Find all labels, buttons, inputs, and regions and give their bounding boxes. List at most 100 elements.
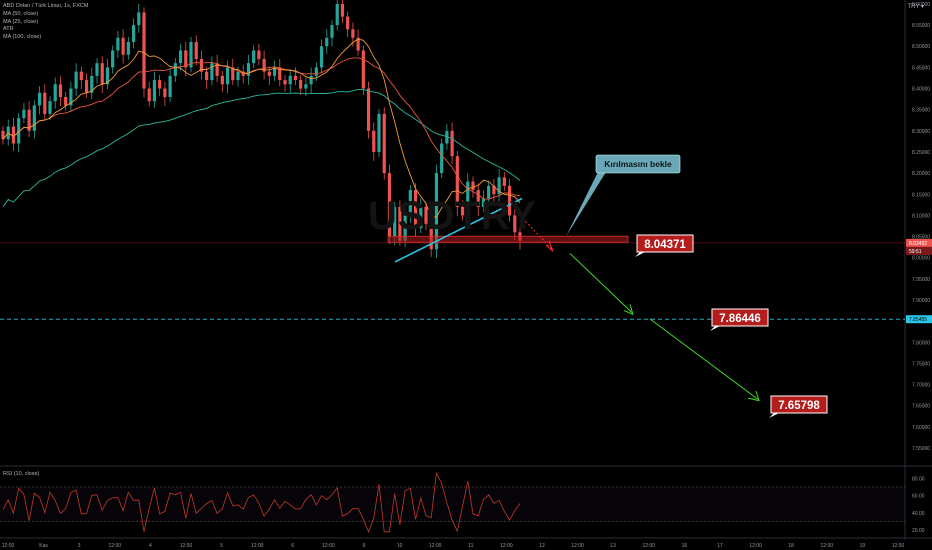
currency-selector[interactable]: TRY ▾: [908, 3, 924, 10]
indicator-ma50[interactable]: MA (50, close): [3, 10, 39, 17]
candle-body: [382, 113, 386, 174]
target-price-label: 7.85455: [909, 317, 927, 323]
candle-body: [304, 84, 308, 89]
candle-body: [450, 130, 454, 157]
x-tick-label: 9: [363, 543, 366, 549]
rising-trendline: [394, 197, 523, 263]
y-tick-label: 7.90000: [912, 298, 930, 304]
candle-body: [476, 190, 480, 207]
candle-body: [116, 37, 120, 51]
candle-body: [413, 190, 418, 229]
candles: [1, 0, 522, 259]
x-tick-label: 12:00: [180, 543, 193, 549]
candle-body: [236, 71, 240, 81]
target2-label-box: [770, 395, 828, 414]
indicator-ma100[interactable]: MA (100, close): [3, 34, 42, 41]
candle-body: [351, 29, 355, 38]
target-arrowhead-1: [623, 304, 634, 316]
y-tick-label: 7.70000: [912, 383, 930, 389]
x-tick-label: Kas: [39, 543, 48, 549]
rsi-legend[interactable]: RSI (10, close): [3, 471, 40, 477]
candle-body: [356, 37, 360, 51]
candle-body: [377, 113, 381, 152]
x-tick-label: 12:00: [500, 543, 513, 549]
candle-body: [366, 88, 371, 131]
countdown-label: 59:51: [909, 249, 922, 255]
y-tick-label: 7.75000: [912, 361, 930, 367]
indicator-ma25[interactable]: MA (25, close): [3, 18, 39, 25]
candle-body: [11, 126, 16, 144]
candle-body: [158, 80, 162, 89]
x-tick-label: 18: [788, 543, 794, 549]
rsi-tick-label: 20.00: [912, 528, 925, 534]
candle-body: [231, 67, 235, 81]
candle-body: [299, 80, 303, 89]
candle-body: [330, 25, 334, 38]
indicator-atr[interactable]: ATR: [3, 26, 14, 33]
target-arrow-2: [649, 318, 759, 400]
symbol-title[interactable]: ABD Doları / Türk Lirası, 1s, FXCM: [3, 3, 89, 9]
candle-body: [43, 92, 47, 114]
candle-body: [105, 67, 110, 85]
candle-body: [361, 50, 365, 89]
candle-body: [455, 156, 459, 207]
x-tick-label: 17: [717, 543, 723, 549]
candle-body: [387, 173, 392, 237]
x-tick-label: 12:00: [571, 543, 584, 549]
candle-body: [137, 12, 141, 26]
candle-body: [111, 50, 115, 68]
candle-body: [262, 58, 266, 72]
x-tick-label: 12:00: [749, 543, 762, 549]
candle-body: [403, 215, 407, 241]
candle-body: [194, 42, 198, 59]
candle-body: [22, 109, 26, 119]
candle-body: [163, 88, 167, 97]
candle-body: [314, 67, 318, 76]
candle-body: [168, 75, 172, 97]
countdown-tag: [906, 246, 932, 255]
candle-body: [424, 206, 428, 224]
x-tick-label: 12:00: [892, 543, 905, 549]
candle-body: [309, 75, 313, 85]
candle-body: [69, 88, 73, 106]
moving-averages: [0, 38, 905, 320]
candle-body: [199, 58, 204, 72]
candle-body: [48, 101, 52, 114]
candle-body: [445, 130, 449, 144]
x-tick-label: 3: [78, 543, 81, 549]
candle-body: [335, 3, 339, 26]
candle-body: [408, 190, 412, 216]
chevron-down-icon: ▾: [920, 4, 924, 10]
candle-body: [79, 71, 83, 81]
x-tick-label: 12:00: [109, 543, 122, 549]
candle-body: [346, 16, 350, 30]
callout-text: Kırılmasını bekle: [604, 159, 672, 169]
current-price-label: 8.03492: [909, 241, 927, 247]
y-tick-label: 8.15000: [912, 192, 930, 198]
x-tick-label: 5: [220, 543, 223, 549]
candle-body: [131, 25, 136, 43]
candle-body: [460, 206, 465, 216]
candle-body: [84, 80, 89, 93]
candle-body: [126, 42, 130, 55]
candle-body: [481, 198, 486, 207]
candle-body: [340, 3, 345, 17]
rsi-tick-label: 80.00: [912, 476, 925, 482]
rsi-line: [2, 471, 521, 533]
candle-body: [17, 118, 21, 144]
candle-body: [513, 215, 517, 233]
support-zone: [387, 235, 629, 243]
target2-label-text: 7.65798: [778, 400, 820, 412]
candle-body: [283, 80, 287, 85]
candle-body: [142, 12, 146, 89]
candle-body: [74, 71, 78, 89]
callout-box: [595, 154, 681, 174]
y-tick-label: 8.00000: [912, 256, 930, 262]
y-tick-label: 8.40000: [912, 87, 930, 93]
y-tick-label: 8.35000: [912, 108, 930, 114]
candle-body: [393, 206, 397, 237]
candle-body: [53, 84, 57, 102]
candle-body: [27, 109, 31, 131]
y-tick-label: 8.45000: [912, 65, 930, 71]
